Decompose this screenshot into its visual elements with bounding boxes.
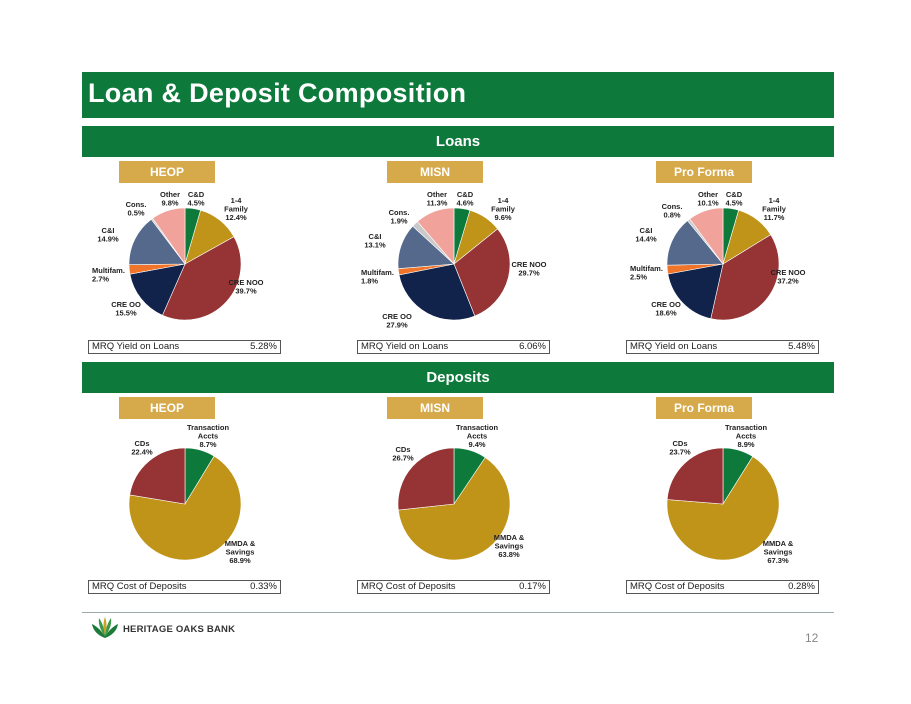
deposits-proforma-pie-chart: Transaction Accts 8.9% MMDA & Savings 67.3% CD… <box>666 423 794 565</box>
slice-label: Multifam. 2.7% <box>92 266 125 284</box>
pie-slice-cds <box>397 447 455 511</box>
slice-label: Multifam. 2.5% <box>630 264 663 282</box>
pie-slice-other <box>152 207 186 265</box>
metric-value: 6.06% <box>519 341 546 352</box>
pie-slice-cre-oo <box>667 263 724 320</box>
pie-slice-cre-oo <box>129 263 186 316</box>
slice-label: Multifam. 1.8% <box>361 268 394 286</box>
loans-misn-pie-chart: C&D 4.6% 1-4 Family 9.6% CRE NOO 29.7% CRE OO 27… <box>361 190 547 330</box>
metric-label: MRQ Yield on Loans <box>361 341 449 352</box>
slice-label: C&D 4.5% <box>725 190 742 208</box>
pie-slice-cre-noo <box>162 236 242 321</box>
loans-section-header: Loans <box>82 126 834 157</box>
deposits-proforma-header: Pro Forma <box>656 397 752 419</box>
slice-label: 1-4 Family 9.6% <box>491 196 516 222</box>
slice-label: Other 10.1% <box>697 190 719 208</box>
oak-leaf-logo-icon <box>92 617 118 638</box>
slice-label: CDs 22.4% <box>131 439 153 457</box>
slice-label: Transaction Accts 9.4% <box>456 423 499 449</box>
slice-label: Transaction Accts 8.9% <box>725 423 768 449</box>
slice-label: CRE OO 18.6% <box>651 300 681 318</box>
slice-label: CRE NOO 29.7% <box>511 260 546 278</box>
pie-slice-cre-oo <box>398 263 476 321</box>
pie-slice-cre-noo <box>453 228 511 317</box>
slice-label: CDs 23.7% <box>669 439 691 457</box>
deposits-heop-metric: MRQ Cost of Deposits 0.33% <box>88 580 281 594</box>
bank-name: HERITAGE OAKS BANK <box>123 624 236 635</box>
pie-slice-cds <box>129 447 186 505</box>
slice-label: MMDA & Savings 68.9% <box>225 539 256 565</box>
slice-label: CDs 26.7% <box>392 445 414 463</box>
pie-slice-other <box>417 207 455 265</box>
loans-heop-header: HEOP <box>119 161 215 183</box>
metric-value: 0.33% <box>250 581 277 592</box>
slice-label: Other 11.3% <box>427 190 448 208</box>
slice-label: C&D 4.6% <box>456 190 473 208</box>
deposits-misn-header: MISN <box>387 397 483 419</box>
loans-proforma-header: Pro Forma <box>656 161 752 183</box>
deposits-misn-pie-chart: Transaction Accts 9.4% MMDA & Savings 63.8% CD… <box>392 423 525 561</box>
footer-divider <box>82 612 834 613</box>
deposits-heop-header: HEOP <box>119 397 215 419</box>
slice-label: Cons. 1.9% <box>389 208 410 226</box>
slice-label: Other 9.8% <box>160 190 180 208</box>
metric-label: MRQ Cost of Deposits <box>630 581 725 592</box>
metric-label: MRQ Cost of Deposits <box>92 581 187 592</box>
pie-slice-cds <box>666 447 724 505</box>
pie-slice-other <box>689 207 724 265</box>
loans-proforma-pie-chart: C&D 4.5% 1-4 Family 11.7% CRE NOO 37.2% CRE OO 1… <box>630 190 806 321</box>
slice-label: Transaction Accts 8.7% <box>187 423 230 449</box>
slice-label: C&I 13.1% <box>364 232 386 250</box>
pie-slice-mmda-savings <box>397 457 511 561</box>
deposits-misn-metric: MRQ Cost of Deposits 0.17% <box>357 580 550 594</box>
deposits-proforma-metric: MRQ Cost of Deposits 0.28% <box>626 580 819 594</box>
pie-slice-mmda-savings <box>128 455 242 561</box>
slice-label: Cons. 0.5% <box>126 200 147 218</box>
pie-slice-c-i <box>128 218 186 266</box>
pie-slice-cre-noo <box>710 234 780 321</box>
slice-label: C&I 14.9% <box>97 226 119 244</box>
slice-label: 1-4 Family 11.7% <box>762 196 787 222</box>
metric-value: 5.48% <box>788 341 815 352</box>
slice-label: CRE NOO 39.7% <box>228 278 263 296</box>
slice-label: 1-4 Family 12.4% <box>224 196 249 222</box>
loans-heop-metric: MRQ Yield on Loans 5.28% <box>88 340 281 354</box>
loans-heop-pie-chart: C&D 4.5% 1-4 Family 12.4% CRE NOO 39.7% CRE OO 1… <box>92 190 264 321</box>
page-title: Loan & Deposit Composition <box>88 78 467 108</box>
slice-label: MMDA & Savings 67.3% <box>763 539 794 565</box>
page-number: 12 <box>805 631 819 645</box>
pie-slice-c-i <box>666 220 724 266</box>
slice-label: C&D 4.5% <box>187 190 204 208</box>
slice-label: Cons. 0.8% <box>662 202 683 220</box>
title-bar: Loan & Deposit Composition <box>82 72 834 118</box>
metric-value: 0.28% <box>788 581 815 592</box>
slice-label: CRE OO 27.9% <box>382 312 412 330</box>
deposits-section-header: Deposits <box>82 362 834 393</box>
metric-label: MRQ Yield on Loans <box>92 341 180 352</box>
pie-slice-mmda-savings <box>666 456 780 561</box>
metric-value: 0.17% <box>519 581 546 592</box>
deposits-heop-pie-chart: Transaction Accts 8.7% MMDA & Savings 68.9% CD… <box>128 423 256 565</box>
metric-label: MRQ Yield on Loans <box>630 341 718 352</box>
slice-label: C&I 14.4% <box>635 226 657 244</box>
slice-label: CRE NOO 37.2% <box>770 268 805 286</box>
loans-misn-header: MISN <box>387 161 483 183</box>
metric-value: 5.28% <box>250 341 277 352</box>
loans-proforma-metric: MRQ Yield on Loans 5.48% <box>626 340 819 354</box>
loans-misn-metric: MRQ Yield on Loans 6.06% <box>357 340 550 354</box>
slice-label: MMDA & Savings 63.8% <box>494 533 525 559</box>
metric-label: MRQ Cost of Deposits <box>361 581 456 592</box>
slice-label: CRE OO 15.5% <box>111 300 141 318</box>
